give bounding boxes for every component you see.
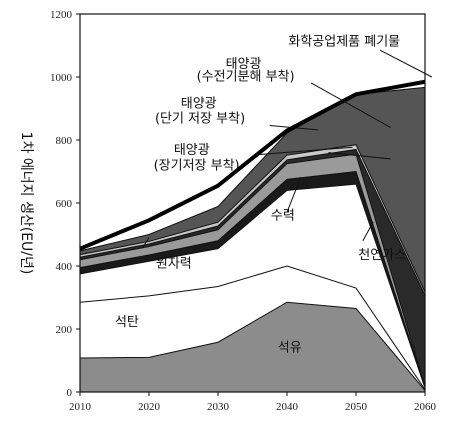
annotation-label: 원자력 xyxy=(156,257,192,272)
area-3-top-line xyxy=(79,183,426,389)
x-tick-label: 2040 xyxy=(276,401,299,413)
leader-line xyxy=(286,176,302,213)
y-tick-label: 600 xyxy=(56,198,73,210)
annotation-label: 태양광 xyxy=(181,97,217,112)
area-1 xyxy=(80,302,425,392)
area-2-top-line xyxy=(79,265,426,390)
leader-line xyxy=(259,146,353,155)
area-layers xyxy=(80,87,425,392)
y-axis-label: 1차 에너지 생산(EU/년) xyxy=(18,132,34,275)
x-tick-label: 2020 xyxy=(138,401,161,413)
leader-line xyxy=(379,49,433,78)
y-tick-label: 1000 xyxy=(50,72,73,84)
x-tick-label: 2010 xyxy=(69,401,92,413)
annotation-label: 석유 xyxy=(278,341,302,356)
annotation-label: 화학공업제품 폐기물 xyxy=(288,35,400,50)
leader-line xyxy=(362,221,374,242)
area-4 xyxy=(80,171,425,388)
leader-line xyxy=(310,82,391,128)
y-tick-label: 800 xyxy=(56,135,73,147)
annotation-label: 석탄 xyxy=(115,315,139,330)
boundary-lines xyxy=(79,79,426,391)
annotation-label: (단기 저장 부착) xyxy=(155,111,245,126)
x-tick-label: 2050 xyxy=(345,401,368,413)
x-axis-ticks: 2010 2020 2030 2040 2050 2060 xyxy=(69,392,437,413)
area-8 xyxy=(80,87,425,293)
area-6-top-line xyxy=(79,148,426,296)
y-tick-label: 400 xyxy=(56,261,73,273)
area-5 xyxy=(80,154,425,388)
annotation-label: (수전기분해 부착) xyxy=(197,69,295,84)
y-tick-label: 1200 xyxy=(50,9,73,21)
area-5-top-line xyxy=(79,153,426,387)
annotation-label: 수력 xyxy=(271,208,295,223)
area-3 xyxy=(80,184,425,390)
annotation-label: 태양광 xyxy=(226,57,262,72)
area-1-top-line xyxy=(79,301,426,391)
leader-line xyxy=(269,125,319,131)
annotation-label: 태양광 xyxy=(174,143,210,158)
area-7-top-line xyxy=(79,144,426,293)
y-tick-label: 0 xyxy=(67,387,73,399)
total-line xyxy=(79,79,426,251)
x-tick-label: 2060 xyxy=(414,401,437,413)
annotation-label: 천연가스 xyxy=(358,248,406,263)
x-tick-label: 2030 xyxy=(207,401,230,413)
leader-line xyxy=(328,152,391,160)
area-2 xyxy=(80,266,425,391)
y-axis-ticks: 0 200 400 600 800 1000 1200 xyxy=(50,9,80,399)
leader-line xyxy=(141,237,150,249)
annotation-label: (장기저장 부착) xyxy=(154,158,240,173)
y-tick-label: 200 xyxy=(56,324,73,336)
area-4-top-line xyxy=(79,170,426,388)
